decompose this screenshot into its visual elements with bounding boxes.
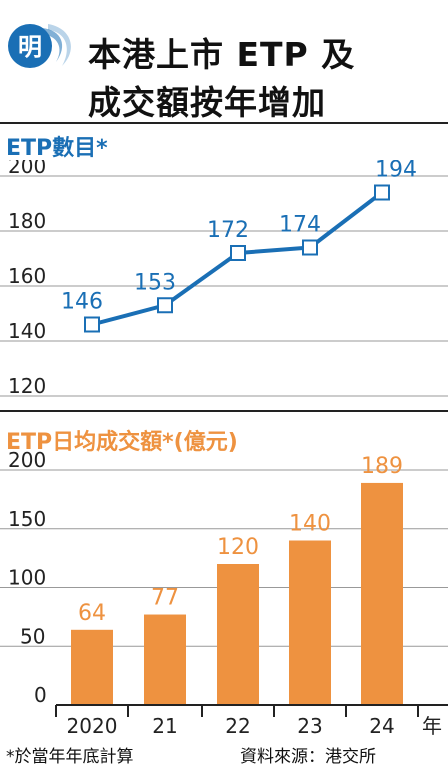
bar [71,629,113,705]
y-tick-label: 100 [8,566,46,590]
bar [289,540,331,705]
y-tick-label: 50 [20,624,45,648]
bar [361,482,403,705]
data-point [84,316,100,333]
logo-char: 明 [18,33,42,61]
x-tick-label: 22 [225,714,250,738]
data-point [230,245,246,261]
y-tick-label: 0 [34,683,47,707]
page-title-line1: 本港上市 ETP 及 [88,35,356,74]
bar-chart-title: ETP日均成交額*(億元) [6,430,238,455]
data-label: 120 [217,535,259,560]
bar [144,614,186,705]
data-label: 189 [361,454,403,479]
line-chart-title: ETP數目* [6,136,108,161]
bar-chart: 0 50 100 150 200 64 77 120 140 189 2020 21 22 23 24 年 [0,450,448,738]
publisher-logo: 明 [6,22,76,70]
y-tick-label: 140 [8,319,46,343]
data-label: 172 [207,218,249,243]
data-label: 146 [61,290,103,315]
y-tick-label: 200 [8,450,46,472]
y-tick-label: 120 [8,374,46,398]
data-label: 77 [151,586,179,611]
data-label: 174 [279,213,321,238]
data-label: 140 [289,512,331,537]
y-tick-label: 150 [8,507,46,531]
bar [217,564,259,705]
data-point [157,297,173,314]
x-axis-unit: 年 [422,714,442,738]
x-tick-label: 2020 [67,714,118,738]
y-tick-label: 200 [8,160,46,178]
page-title-line2: 成交額按年增加 [88,83,326,122]
x-tick-label: 23 [297,714,322,738]
line-chart: 120 140 160 180 200 146 153 172 174 194 [0,160,448,398]
y-tick-label: 180 [8,209,46,233]
data-label: 64 [78,601,106,626]
data-label: 194 [375,160,417,183]
x-tick-label: 24 [369,714,394,738]
data-point [374,184,390,201]
data-label: 153 [134,270,176,295]
header: 明 本港上市 ETP 及 成交額按年增加 [0,0,448,122]
section-divider [0,410,448,412]
source-note: 資料來源：港交所 [240,747,376,767]
x-tick-label: 21 [152,714,177,738]
y-tick-label: 160 [8,264,46,288]
footer: *於當年年底計算 資料來源：港交所 [6,742,376,767]
header-divider [0,122,448,124]
data-point [302,239,318,256]
footnote: *於當年年底計算 [6,747,134,767]
